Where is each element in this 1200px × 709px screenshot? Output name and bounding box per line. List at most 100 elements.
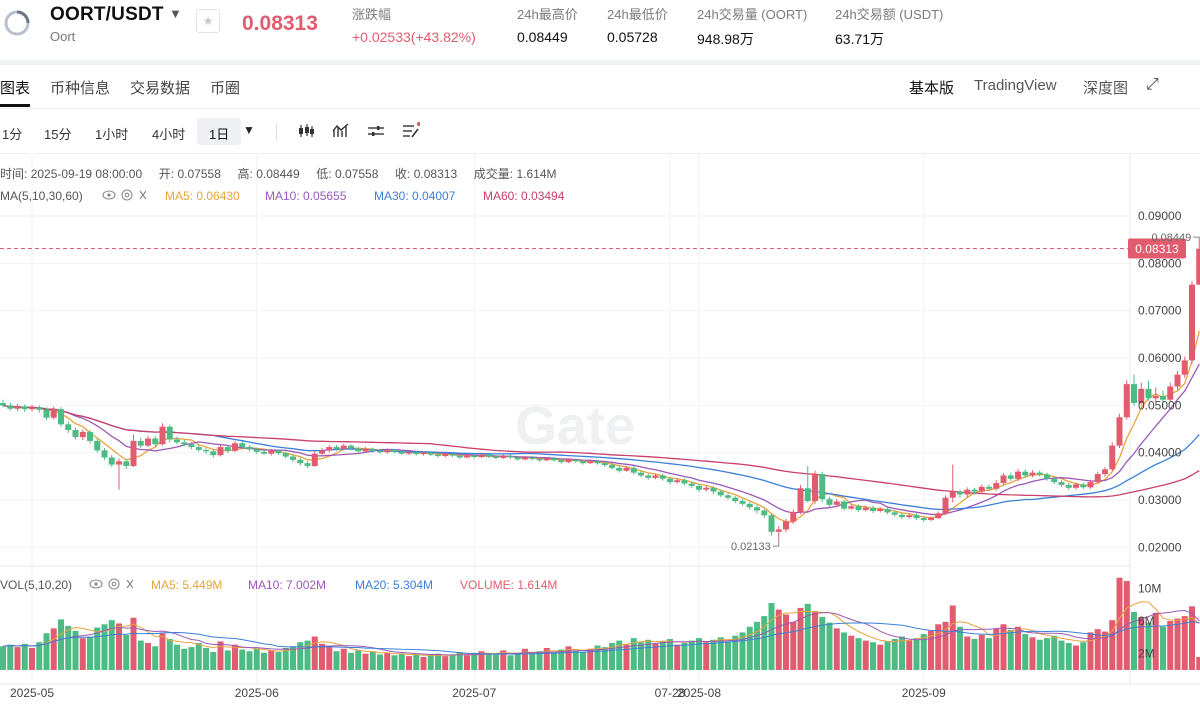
candle-body: [746, 503, 753, 508]
high-marker-line: [1193, 236, 1200, 243]
candle-body: [609, 465, 615, 468]
ticker-header: OORT/USDT ▼ Oort ★ 0.08313 涨跌幅 +0.02533(…: [0, 0, 1200, 58]
volume-bar: [297, 642, 304, 670]
vol-ma20-line: [2, 621, 1200, 655]
candle-body: [36, 407, 43, 410]
volume-bar: [478, 651, 485, 670]
volume-bar: [188, 647, 195, 670]
candle-body: [725, 495, 731, 498]
candle-body: [195, 447, 202, 450]
volume-bar: [406, 656, 412, 670]
timeframe-1h[interactable]: 1小时: [95, 127, 129, 142]
volume-bar: [790, 621, 797, 670]
volume-bar: [326, 647, 333, 670]
volume-bar: [870, 642, 876, 670]
volume-bars: [0, 577, 1200, 670]
settings-icon[interactable]: [121, 189, 133, 201]
candle-body: [377, 450, 383, 453]
timeframe-15m[interactable]: 15分: [44, 127, 72, 142]
timeframe-4h[interactable]: 4小时: [152, 127, 186, 142]
volume-bar: [435, 653, 441, 670]
volume-bar: [1109, 620, 1116, 670]
current-price-tag: [1128, 238, 1186, 259]
timeframe-1m[interactable]: 1分: [2, 127, 23, 142]
tab-chart[interactable]: 图表: [0, 80, 31, 97]
volume-bar: [986, 638, 992, 670]
expand-icon[interactable]: ⤢: [1146, 76, 1159, 93]
stat-value: +0.02533(+43.82%): [352, 29, 476, 45]
tab-trade-data[interactable]: 交易数据: [130, 80, 191, 97]
pair-dropdown-icon[interactable]: ▼: [169, 6, 182, 21]
candlestick-type-icon[interactable]: [297, 122, 315, 140]
tab-coin-info[interactable]: 币种信息: [50, 80, 111, 97]
candle-body: [348, 445, 354, 449]
eye-icon[interactable]: [102, 190, 116, 200]
candle-body: [616, 467, 623, 471]
time-tick-label: 2025-07: [452, 686, 496, 700]
candle-body: [311, 453, 318, 467]
ohlc-close: 0.08313: [413, 167, 458, 181]
volume-bar: [1087, 632, 1094, 670]
drawing-tools-icon[interactable]: [402, 122, 420, 140]
volume-bar: [275, 652, 282, 670]
volume-bar: [1131, 612, 1137, 670]
candle-body: [493, 456, 499, 458]
candle-body: [319, 450, 325, 454]
volume-bar: [877, 644, 884, 670]
close-icon[interactable]: [126, 579, 133, 589]
ohlc-low: 0.07558: [334, 167, 379, 181]
tab-community[interactable]: 币圈: [210, 80, 241, 97]
candle-body: [282, 453, 289, 457]
candle-body: [1189, 284, 1195, 361]
volume-bar: [1181, 616, 1188, 670]
candle-body: [710, 487, 717, 492]
candle-body: [391, 450, 398, 452]
settings-icon[interactable]: [108, 578, 120, 590]
candle-body: [819, 474, 826, 500]
ma-legend-controls[interactable]: [102, 188, 146, 202]
stat-label: 24h最低价: [607, 7, 668, 22]
volume-bar: [1138, 616, 1145, 670]
time-tick-label: 2025-05: [10, 686, 54, 700]
tab-basic-view[interactable]: 基本版: [909, 80, 955, 97]
candle-body: [703, 487, 710, 490]
volume-bar: [638, 642, 644, 670]
volume-bar: [7, 644, 14, 670]
candle-body: [993, 483, 1000, 489]
candle-body: [326, 447, 333, 451]
close-icon[interactable]: [139, 190, 146, 200]
candle-body: [72, 430, 79, 438]
candle-body: [587, 461, 594, 464]
volume-bar: [253, 648, 260, 670]
timeframe-dropdown-icon[interactable]: ▼: [243, 123, 255, 137]
volume-bar: [449, 654, 456, 670]
vol-legend-controls[interactable]: [89, 577, 133, 591]
candle-body: [826, 499, 833, 505]
candle-body: [21, 406, 28, 410]
volume-bar: [493, 653, 499, 670]
volume-bar: [522, 648, 528, 670]
tab-tradingview[interactable]: TradingView: [974, 77, 1057, 94]
candle-body: [152, 438, 159, 445]
candle-body: [333, 447, 340, 449]
candle-body: [928, 518, 934, 520]
favorite-star-icon[interactable]: ★: [196, 9, 220, 33]
timeframe-1d[interactable]: 1日: [197, 118, 241, 145]
indicators-icon[interactable]: [332, 122, 350, 140]
eye-icon[interactable]: [89, 579, 103, 589]
price-tick-label: 0.03000: [1138, 493, 1182, 507]
volume-bar: [174, 644, 180, 670]
ohlc-open-label: 开:: [158, 167, 175, 181]
volume-bar: [1051, 635, 1058, 670]
pair-title[interactable]: OORT/USDT: [50, 4, 164, 25]
volume-bar: [710, 639, 717, 670]
volume-bar: [333, 651, 340, 670]
volume-bar: [43, 633, 50, 670]
settings-sliders-icon[interactable]: [367, 122, 385, 140]
header-divider: [0, 60, 1200, 65]
tab-depth-chart[interactable]: 深度图: [1083, 80, 1129, 97]
volume-bar: [195, 643, 202, 670]
volume-bar: [101, 624, 108, 670]
volume-bar: [1123, 580, 1130, 670]
